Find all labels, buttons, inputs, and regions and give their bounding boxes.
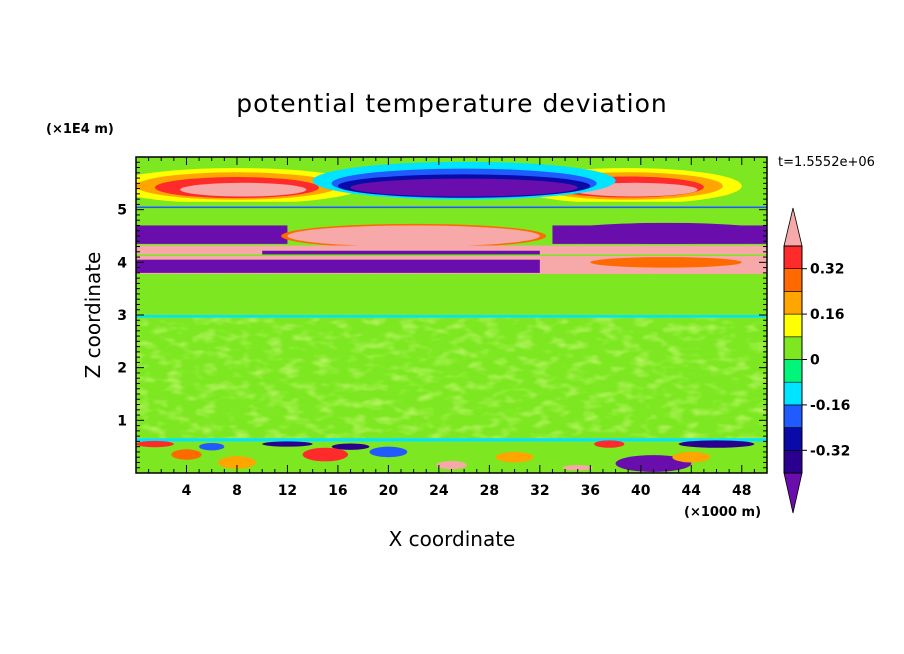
bottom-spot-3 bbox=[302, 447, 349, 462]
colorbar-bottom-extend bbox=[783, 472, 803, 514]
colorbar-segment bbox=[783, 449, 803, 474]
field-line-3 bbox=[136, 315, 767, 318]
bottom-spot-0 bbox=[136, 440, 174, 448]
x-tick-label: 40 bbox=[631, 483, 651, 499]
y-axis-title: Z coordinate bbox=[81, 252, 105, 379]
x-tick-label: 36 bbox=[581, 483, 600, 499]
bottom-spot-4 bbox=[262, 441, 313, 447]
bottom-spot-13 bbox=[199, 442, 225, 451]
bottom-spot-7 bbox=[562, 465, 593, 471]
colorbar-segment bbox=[783, 404, 803, 428]
x-axis-title: X coordinate bbox=[389, 527, 516, 551]
colorbar-segment bbox=[783, 381, 803, 406]
field-band-3-4 bbox=[136, 278, 767, 315]
colorbar-segment bbox=[783, 291, 803, 315]
bottom-spot-14 bbox=[672, 451, 711, 463]
colorbar-segment bbox=[783, 359, 803, 383]
bottom-spot-2 bbox=[218, 456, 256, 469]
bottom-spot-6 bbox=[436, 460, 467, 470]
cold-strip-39 bbox=[136, 259, 540, 273]
colorbar-tick-label: 0.16 bbox=[810, 307, 845, 323]
y-tick-label: 1 bbox=[117, 413, 127, 429]
warm-block-center bbox=[287, 225, 540, 247]
colorbar-segment bbox=[783, 336, 803, 360]
time-label: t=1.5552e+06 bbox=[778, 155, 875, 170]
colorbar-segment bbox=[783, 313, 803, 338]
colorbar-segment bbox=[783, 268, 803, 292]
cold-strip-42 bbox=[262, 250, 540, 255]
colorbar-segment bbox=[783, 245, 803, 270]
x-tick-label: 20 bbox=[379, 483, 399, 499]
colorbar-tick-label: 0.32 bbox=[810, 262, 845, 278]
x-tick-label: 16 bbox=[328, 483, 347, 499]
cold-lobe-top-core bbox=[350, 178, 578, 197]
field-line-5-dark bbox=[136, 206, 767, 209]
x-tick-label: 4 bbox=[182, 483, 192, 499]
warm-strip-39-core bbox=[590, 257, 742, 268]
y-tick-label: 2 bbox=[117, 361, 127, 377]
x-tick-label: 48 bbox=[732, 483, 751, 499]
colorbar-tick-label: -0.16 bbox=[810, 398, 850, 414]
warm-strip-42 bbox=[136, 245, 767, 255]
y-tick-label: 3 bbox=[117, 308, 127, 324]
x-tick-label: 44 bbox=[682, 483, 702, 499]
colorbar-tick-label: 0 bbox=[810, 353, 820, 369]
bottom-spot-12 bbox=[495, 451, 534, 463]
cold-block-right-cap bbox=[552, 222, 767, 244]
bottom-spot-10 bbox=[678, 440, 755, 448]
x-tick-label: 8 bbox=[232, 483, 242, 499]
bottom-spot-1 bbox=[171, 449, 202, 460]
y-unit-label: (×1E4 m) bbox=[46, 122, 114, 137]
heatmap-field bbox=[136, 157, 767, 473]
x-tick-label: 24 bbox=[429, 483, 449, 499]
field-line-06 bbox=[136, 438, 767, 442]
y-tick-label: 5 bbox=[117, 203, 127, 219]
colorbar-top-extend bbox=[783, 207, 803, 247]
colorbar: 0.32 0.16 0 -0.16 -0.32 bbox=[783, 207, 850, 514]
field-line-5 bbox=[136, 201, 767, 208]
bottom-spot-5 bbox=[331, 443, 370, 450]
bottom-spot-9 bbox=[615, 455, 692, 472]
x-unit-label: (×1000 m) bbox=[684, 505, 761, 520]
bottom-spot-8 bbox=[594, 440, 625, 448]
colorbar-segment bbox=[783, 427, 803, 451]
x-tick-label: 28 bbox=[480, 483, 499, 499]
y-tick-label: 4 bbox=[117, 255, 127, 271]
x-tick-label: 32 bbox=[530, 483, 549, 499]
cold-block-left bbox=[136, 225, 288, 244]
chart-title: potential temperature deviation bbox=[236, 89, 667, 118]
colorbar-tick-label: -0.32 bbox=[810, 443, 850, 459]
warm-lobe-left-core bbox=[180, 182, 307, 197]
x-tick-label: 12 bbox=[278, 483, 297, 499]
bottom-spot-11 bbox=[369, 446, 408, 458]
